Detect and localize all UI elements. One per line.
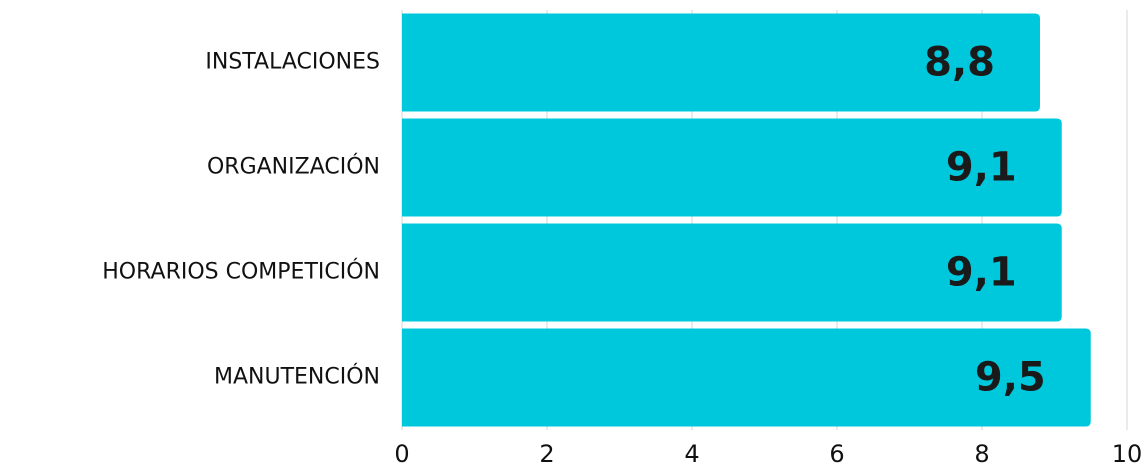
x-tick-label: 8 xyxy=(974,440,989,466)
value-label: 9,1 xyxy=(946,250,1017,296)
bar xyxy=(402,13,1040,112)
bar xyxy=(402,223,1062,322)
x-tick-label: 4 xyxy=(684,440,699,466)
category-label: MANUTENCIÓN xyxy=(214,364,380,390)
category-label: INSTALACIONES xyxy=(205,50,380,75)
category-label: HORARIOS COMPETICIÓN xyxy=(102,259,380,285)
value-label: 9,5 xyxy=(975,355,1046,401)
x-tick-label: 10 xyxy=(1112,440,1142,466)
x-tick-label: 0 xyxy=(394,440,409,466)
category-label: ORGANIZACIÓN xyxy=(207,154,380,180)
x-tick-label: 6 xyxy=(829,440,844,466)
bar xyxy=(402,328,1091,427)
value-label: 8,8 xyxy=(924,40,995,86)
bar xyxy=(402,118,1062,217)
x-tick-label: 2 xyxy=(539,440,554,466)
value-label: 9,1 xyxy=(946,145,1017,191)
